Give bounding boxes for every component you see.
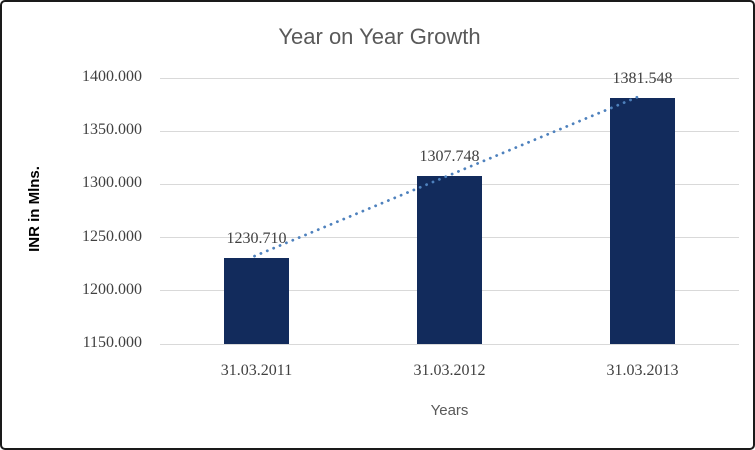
gridline <box>160 343 739 345</box>
bar <box>417 176 482 344</box>
bar <box>224 258 289 344</box>
y-axis-title: INR in Mlns. <box>26 166 43 252</box>
bar-value-label: 1381.548 <box>612 69 673 87</box>
bar <box>610 97 675 344</box>
x-tick-label: 31.03.2012 <box>413 362 486 379</box>
bar-value-label: 1230.710 <box>226 230 287 248</box>
y-tick-label: 1300.000 <box>82 174 142 192</box>
y-tick-label: 1150.000 <box>82 334 142 351</box>
chart-title: Year on Year Growth <box>278 24 481 49</box>
bar-value-label: 1307.748 <box>419 148 480 166</box>
y-tick-label: 1400.000 <box>82 68 142 85</box>
y-tick-label: 1250.000 <box>82 227 142 245</box>
y-tick-label: 1200.000 <box>82 280 142 298</box>
gridline <box>160 77 739 79</box>
x-axis-title: Years <box>430 402 469 419</box>
x-tick-label: 31.03.2011 <box>220 362 293 379</box>
x-tick-label: 31.03.2013 <box>606 362 679 379</box>
y-tick-label: 1350.000 <box>82 121 142 139</box>
